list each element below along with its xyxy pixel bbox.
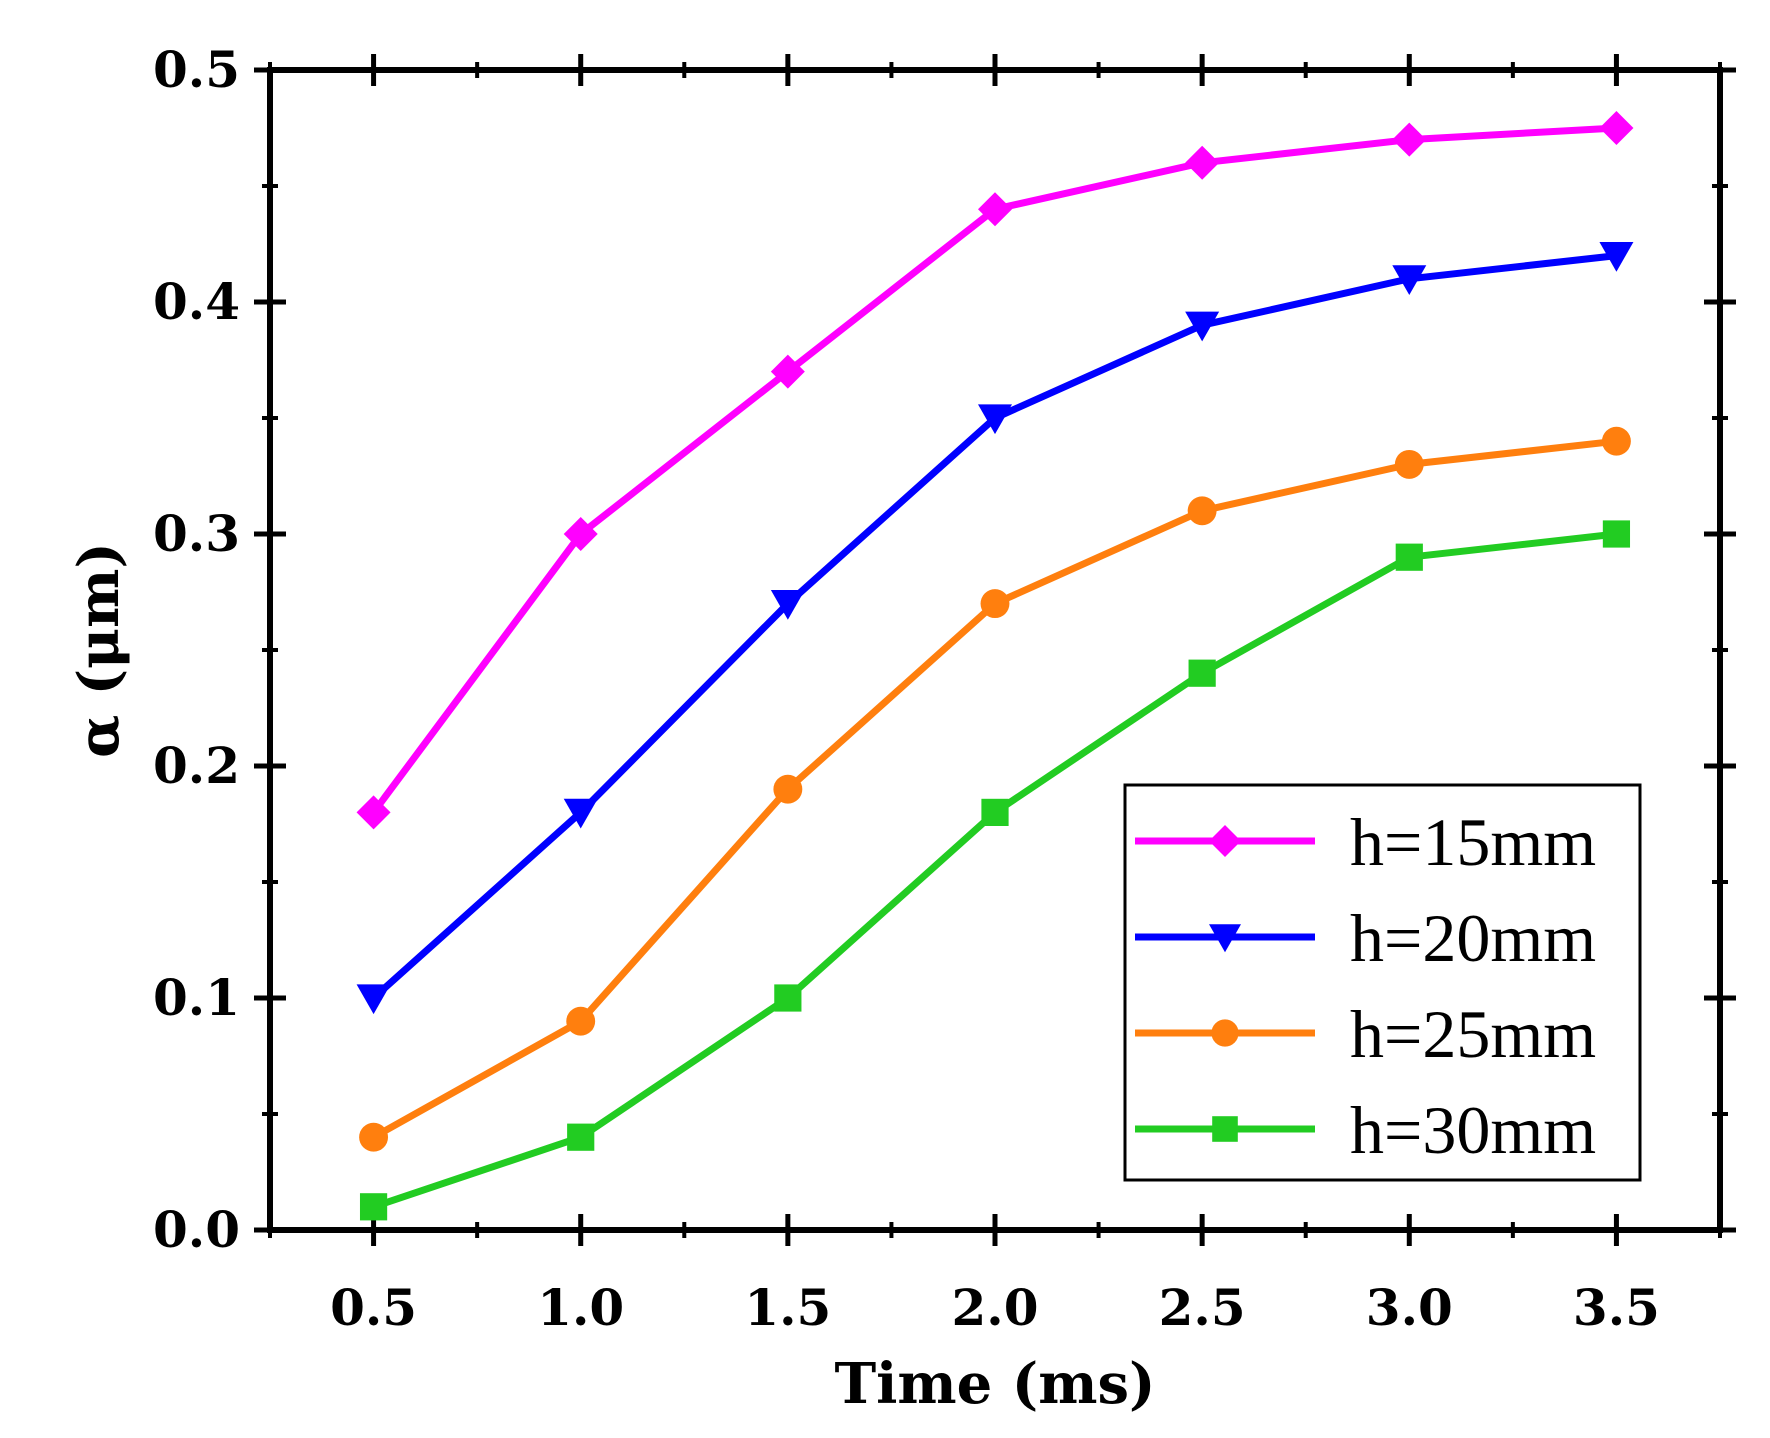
data-point	[563, 517, 598, 551]
data-point	[1392, 265, 1427, 295]
series-layer	[356, 111, 1634, 1221]
legend-marker	[1209, 924, 1241, 953]
data-point	[770, 590, 805, 620]
legend-label: h=20mm	[1350, 900, 1596, 976]
data-point	[566, 1006, 596, 1036]
data-point	[356, 795, 391, 830]
data-point	[1599, 111, 1634, 145]
y-tick-label: 0.0	[153, 1200, 240, 1259]
data-point	[563, 798, 598, 829]
legend-box	[1123, 783, 1642, 1182]
data-point	[1185, 145, 1220, 180]
legend-marker	[1211, 1019, 1239, 1047]
legend-label: h=30mm	[1350, 1092, 1596, 1168]
x-axis-title: Time (ms)	[834, 1351, 1155, 1417]
x-tick-label: 2.0	[952, 1278, 1039, 1337]
y-tick-label: 0.4	[153, 272, 240, 331]
data-point	[1188, 659, 1216, 687]
data-point	[1599, 242, 1634, 272]
data-point	[978, 192, 1012, 227]
y-tick-label: 0.1	[153, 968, 240, 1027]
tick-labels: 0.0 0.1 0.2 0.3 0.4 0.5 0.5 1.0 1.5 2.0 2.5 3.0 3.5	[153, 40, 1660, 1337]
legend-marker	[1212, 1116, 1238, 1142]
data-point	[980, 589, 1010, 619]
data-point	[1395, 543, 1423, 571]
data-point	[356, 984, 391, 1015]
data-point	[359, 1193, 388, 1221]
legend-label: h=15mm	[1350, 804, 1596, 880]
x-tick-label: 2.5	[1159, 1278, 1246, 1337]
data-point	[1392, 122, 1427, 157]
x-tick-label: 1.5	[744, 1278, 831, 1337]
y-tick-label: 0.3	[153, 504, 240, 563]
data-point	[567, 1123, 595, 1151]
data-point	[981, 798, 1009, 826]
data-point	[773, 774, 803, 804]
legend-label: h=25mm	[1350, 996, 1596, 1072]
legend-marker	[1209, 825, 1241, 857]
data-point	[359, 1122, 389, 1152]
data-point	[978, 404, 1012, 435]
x-tick-label: 1.0	[537, 1278, 624, 1337]
x-tick-label: 3.0	[1366, 1278, 1453, 1337]
x-tick-label: 0.5	[330, 1278, 417, 1337]
legend: h=15mm h=20mm h=25mm h=30mm	[1123, 783, 1642, 1182]
y-tick-label: 0.5	[153, 40, 240, 99]
plot-frame	[267, 67, 1723, 1233]
data-point	[774, 984, 802, 1012]
x-tick-label: 3.5	[1573, 1278, 1660, 1337]
y-axis-title: α (μm)	[66, 542, 132, 758]
series-line-h=15mm	[370, 124, 1617, 815]
data-point	[1394, 449, 1424, 479]
data-point	[1187, 496, 1217, 526]
data-point	[1185, 311, 1220, 342]
data-point	[1602, 520, 1631, 548]
y-tick-label: 0.2	[153, 736, 240, 795]
data-point	[770, 354, 805, 389]
data-point	[1601, 426, 1631, 456]
